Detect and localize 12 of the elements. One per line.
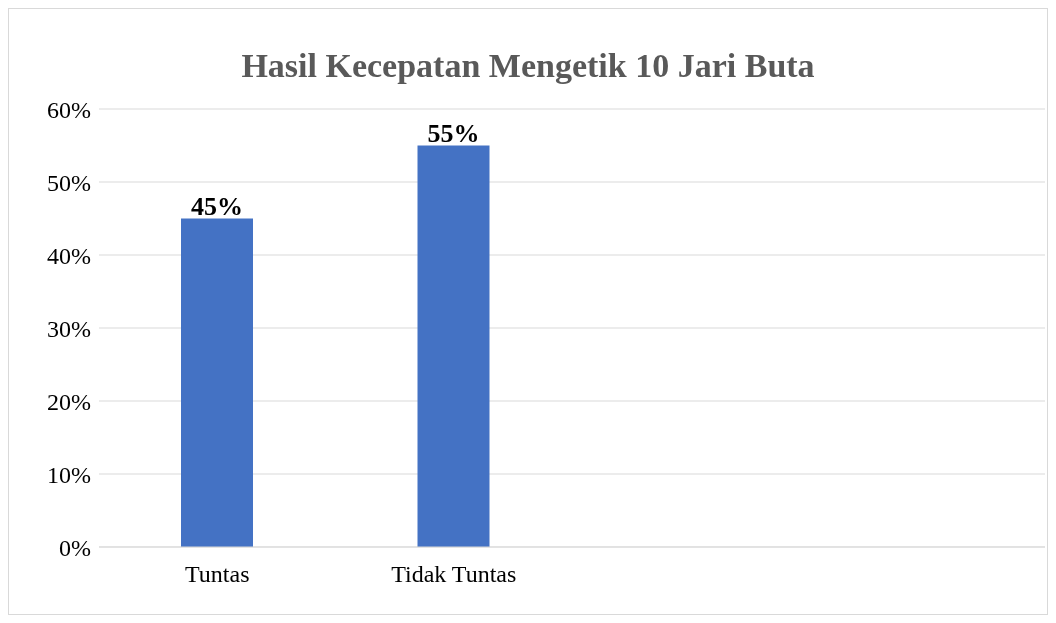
y-tick-label: 10% [47, 461, 91, 488]
data-label: 55% [427, 118, 480, 148]
y-tick-label: 60% [47, 96, 91, 123]
y-tick-label: 30% [47, 315, 91, 342]
y-tick-label: 20% [47, 388, 91, 415]
x-tick-label: Tidak Tuntas [391, 561, 517, 588]
x-tick-label: Tuntas [185, 561, 250, 588]
data-label: 45% [191, 191, 243, 221]
y-tick-label: 0% [59, 534, 91, 561]
chart-title: Hasil Kecepatan Mengetik 10 Jari Buta [240, 46, 816, 86]
y-tick-label: 50% [47, 169, 91, 196]
y-tick-label: 40% [47, 242, 91, 269]
